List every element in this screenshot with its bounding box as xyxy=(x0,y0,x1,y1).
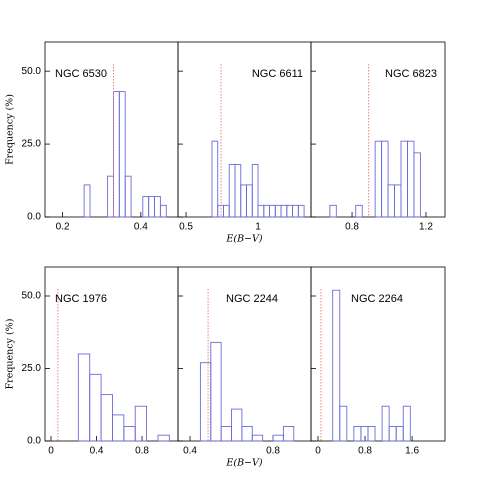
histogram-bar xyxy=(159,204,167,218)
histogram-bar xyxy=(381,405,390,442)
histogram-bar xyxy=(360,426,369,442)
histogram-bar xyxy=(134,405,148,442)
histogram-bar xyxy=(269,204,276,218)
histogram-bar xyxy=(292,204,299,218)
histogram-bar xyxy=(353,426,362,442)
x-axis-label: E(B−V) xyxy=(225,234,262,245)
x-tick-label: 0.4 xyxy=(90,446,104,457)
x-tick-label: 0.8 xyxy=(345,222,359,233)
histogram-bar xyxy=(355,204,363,218)
y-tick-label: 25.0 xyxy=(22,139,42,150)
histogram-bar xyxy=(123,426,136,442)
histogram-bar xyxy=(231,408,243,442)
histogram-bar xyxy=(263,204,270,218)
histogram-bar xyxy=(118,91,126,218)
y-axis-label: Frequency (%) xyxy=(5,94,16,165)
histogram-bar xyxy=(413,152,421,218)
panel-title: NGC 6530 xyxy=(55,68,107,80)
histogram-bar xyxy=(329,204,337,218)
x-tick-label: 0.2 xyxy=(56,222,70,233)
histogram-bar xyxy=(251,164,259,218)
y-tick-label: 50.0 xyxy=(22,291,42,302)
x-tick-label: 0.4 xyxy=(134,222,148,233)
histogram-bar xyxy=(272,434,284,442)
x-tick-label: 1 xyxy=(255,222,261,233)
histogram-bar xyxy=(280,204,288,218)
histogram-bar xyxy=(234,164,242,218)
histogram-bar xyxy=(154,196,161,218)
y-axis-label: Frequency (%) xyxy=(5,319,16,390)
panel-title: NGC 1976 xyxy=(55,293,107,305)
histogram-bar xyxy=(148,196,155,218)
histogram-bar xyxy=(274,204,282,218)
y-tick-label: 25.0 xyxy=(22,363,42,374)
histogram-bar xyxy=(388,426,397,442)
histogram-bar xyxy=(124,175,132,218)
x-tick-label: 1.6 xyxy=(405,446,419,457)
histogram-bar xyxy=(142,196,150,218)
histogram-bar xyxy=(77,353,91,442)
histogram-bar xyxy=(251,434,264,442)
histogram-bar xyxy=(228,164,236,218)
histogram-bar xyxy=(113,91,120,218)
histogram-bar xyxy=(339,405,348,442)
histogram-bar xyxy=(100,394,113,442)
histogram-bar xyxy=(199,362,212,442)
histogram-bar xyxy=(402,405,411,442)
x-tick-label: 0.4 xyxy=(183,446,197,457)
histogram-bar xyxy=(407,140,415,218)
histogram-bar xyxy=(286,204,294,218)
panel-title: NGC 2244 xyxy=(226,293,278,305)
histogram-bar xyxy=(112,414,125,442)
histogram-bar xyxy=(257,204,265,218)
histogram-bar xyxy=(332,289,341,442)
x-tick-label: 0.5 xyxy=(179,222,193,233)
x-tick-label: 0 xyxy=(315,446,321,457)
histogram-bar xyxy=(223,204,230,218)
histogram-bar xyxy=(400,140,408,218)
histogram-bar xyxy=(394,184,402,218)
histogram-bar xyxy=(241,426,253,442)
x-tick-label: 1.2 xyxy=(419,222,433,233)
histogram-bar xyxy=(211,140,219,218)
y-tick-label: 0.0 xyxy=(27,212,41,223)
panel-title: NGC 6611 xyxy=(252,68,303,80)
histogram-bar xyxy=(107,175,114,218)
histogram-bar xyxy=(282,426,295,442)
histogram-bar xyxy=(220,426,232,442)
panel-title: NGC 6823 xyxy=(385,68,437,80)
x-tick-label: 0.8 xyxy=(358,446,372,457)
panel-title: NGC 2264 xyxy=(351,293,403,305)
histogram-bar xyxy=(83,184,91,218)
histogram-bar xyxy=(246,184,253,218)
y-tick-label: 50.0 xyxy=(22,66,42,77)
histogram-bar xyxy=(240,184,247,218)
histogram-bar xyxy=(157,434,170,442)
histogram-bar xyxy=(297,204,305,218)
y-tick-label: 0.0 xyxy=(27,436,41,447)
x-tick-label: 0.8 xyxy=(135,446,149,457)
histogram-bar xyxy=(395,426,404,442)
histogram-bar xyxy=(381,140,389,218)
histogram-bar xyxy=(374,140,383,218)
histogram-bar xyxy=(89,373,102,442)
x-tick-label: 0 xyxy=(48,446,54,457)
x-tick-label: 0.8 xyxy=(266,446,280,457)
histogram-bar xyxy=(210,341,222,442)
histogram-bar xyxy=(387,184,395,218)
histogram-bar xyxy=(367,426,376,442)
panel-frame xyxy=(310,266,446,442)
x-axis-label: E(B−V) xyxy=(225,458,262,469)
